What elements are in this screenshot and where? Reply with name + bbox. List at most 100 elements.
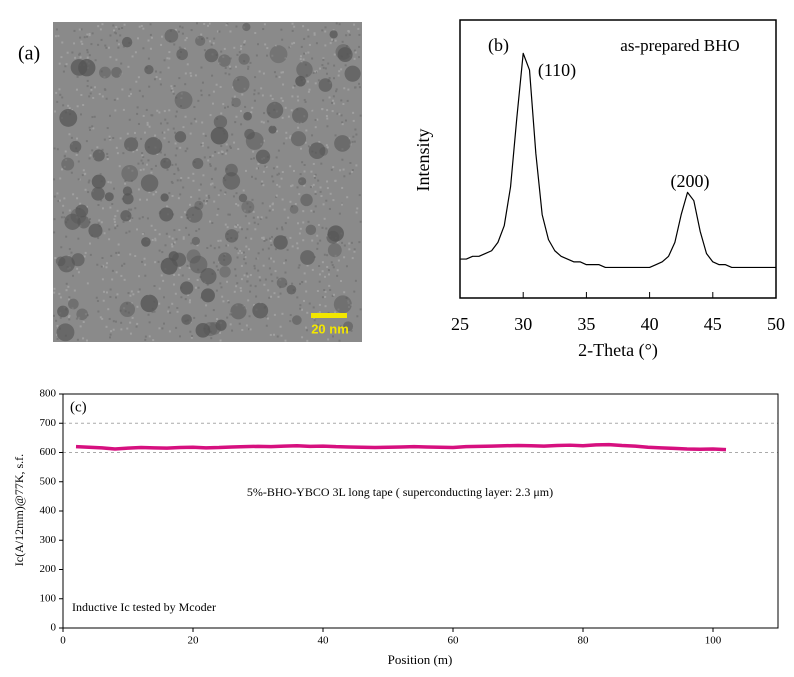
- grain: [263, 240, 266, 243]
- grain: [163, 131, 166, 134]
- grain: [210, 43, 213, 46]
- grain: [210, 337, 213, 340]
- grain: [128, 219, 131, 222]
- grain: [65, 235, 68, 238]
- grain: [332, 95, 335, 98]
- grain: [314, 205, 317, 208]
- grain: [209, 156, 212, 159]
- grain: [73, 289, 76, 292]
- grain: [332, 166, 335, 169]
- grain: [242, 251, 245, 254]
- grain: [257, 162, 260, 165]
- grain: [243, 43, 246, 46]
- grain: [89, 253, 92, 256]
- grain: [62, 204, 65, 207]
- grain: [114, 227, 117, 230]
- grain: [258, 70, 261, 73]
- grain: [345, 297, 348, 300]
- grain: [215, 265, 218, 268]
- grain: [99, 316, 102, 319]
- grain: [321, 261, 324, 264]
- grain: [177, 30, 180, 33]
- grain: [180, 97, 183, 100]
- grain: [106, 158, 109, 161]
- grain: [274, 248, 277, 251]
- grain: [296, 186, 299, 189]
- grain: [196, 278, 199, 281]
- grain: [100, 199, 103, 202]
- grain: [221, 151, 224, 154]
- grain: [122, 220, 125, 223]
- particle: [290, 131, 307, 147]
- grain: [166, 122, 169, 125]
- grain: [198, 189, 201, 192]
- grain: [171, 194, 174, 197]
- grain: [167, 310, 170, 313]
- particle: [241, 200, 255, 214]
- grain: [340, 99, 343, 102]
- particle: [238, 53, 250, 65]
- grain: [219, 85, 222, 88]
- grain: [167, 140, 170, 143]
- grain: [107, 46, 110, 49]
- grain: [290, 185, 293, 188]
- grain: [267, 120, 270, 123]
- grain: [209, 40, 212, 43]
- grain: [225, 244, 228, 247]
- grain: [144, 263, 147, 266]
- grain: [316, 247, 319, 250]
- grain: [316, 234, 319, 237]
- grain: [284, 339, 287, 342]
- grain: [89, 242, 92, 245]
- grain: [54, 35, 57, 38]
- grain: [302, 210, 305, 213]
- particle: [210, 126, 229, 145]
- particle: [119, 301, 136, 318]
- grain: [181, 32, 184, 35]
- grain: [334, 311, 337, 314]
- grain: [220, 112, 223, 115]
- particle: [276, 277, 288, 289]
- grain: [325, 72, 328, 75]
- grain: [138, 217, 141, 220]
- grain: [130, 208, 133, 211]
- grain: [208, 196, 211, 199]
- particle: [195, 35, 206, 46]
- particle: [121, 164, 139, 182]
- grain: [222, 103, 225, 106]
- grain: [281, 198, 284, 201]
- grain: [173, 85, 176, 88]
- grain: [112, 136, 115, 139]
- grain: [243, 41, 246, 44]
- particle: [327, 225, 344, 242]
- grain: [109, 138, 112, 141]
- grain: [148, 125, 151, 128]
- grain: [301, 281, 304, 284]
- particle: [292, 315, 302, 325]
- grain: [136, 106, 139, 109]
- grain: [177, 169, 180, 172]
- grain: [123, 262, 126, 265]
- grain: [89, 92, 92, 95]
- grain: [284, 106, 287, 109]
- grain: [250, 175, 253, 178]
- grain: [279, 325, 282, 328]
- grain: [118, 27, 121, 30]
- grain: [312, 71, 315, 74]
- grain: [254, 285, 257, 288]
- grain: [217, 151, 220, 154]
- grain: [71, 51, 74, 54]
- grain: [114, 109, 117, 112]
- grain: [213, 37, 216, 40]
- grain: [59, 316, 62, 319]
- grain: [299, 58, 302, 61]
- grain: [182, 126, 185, 129]
- grain: [327, 273, 330, 276]
- grain: [291, 282, 294, 285]
- grain: [190, 242, 193, 245]
- grain: [244, 169, 247, 172]
- grain: [66, 51, 69, 54]
- grain: [233, 95, 236, 98]
- grain: [350, 303, 353, 306]
- grain: [253, 89, 256, 92]
